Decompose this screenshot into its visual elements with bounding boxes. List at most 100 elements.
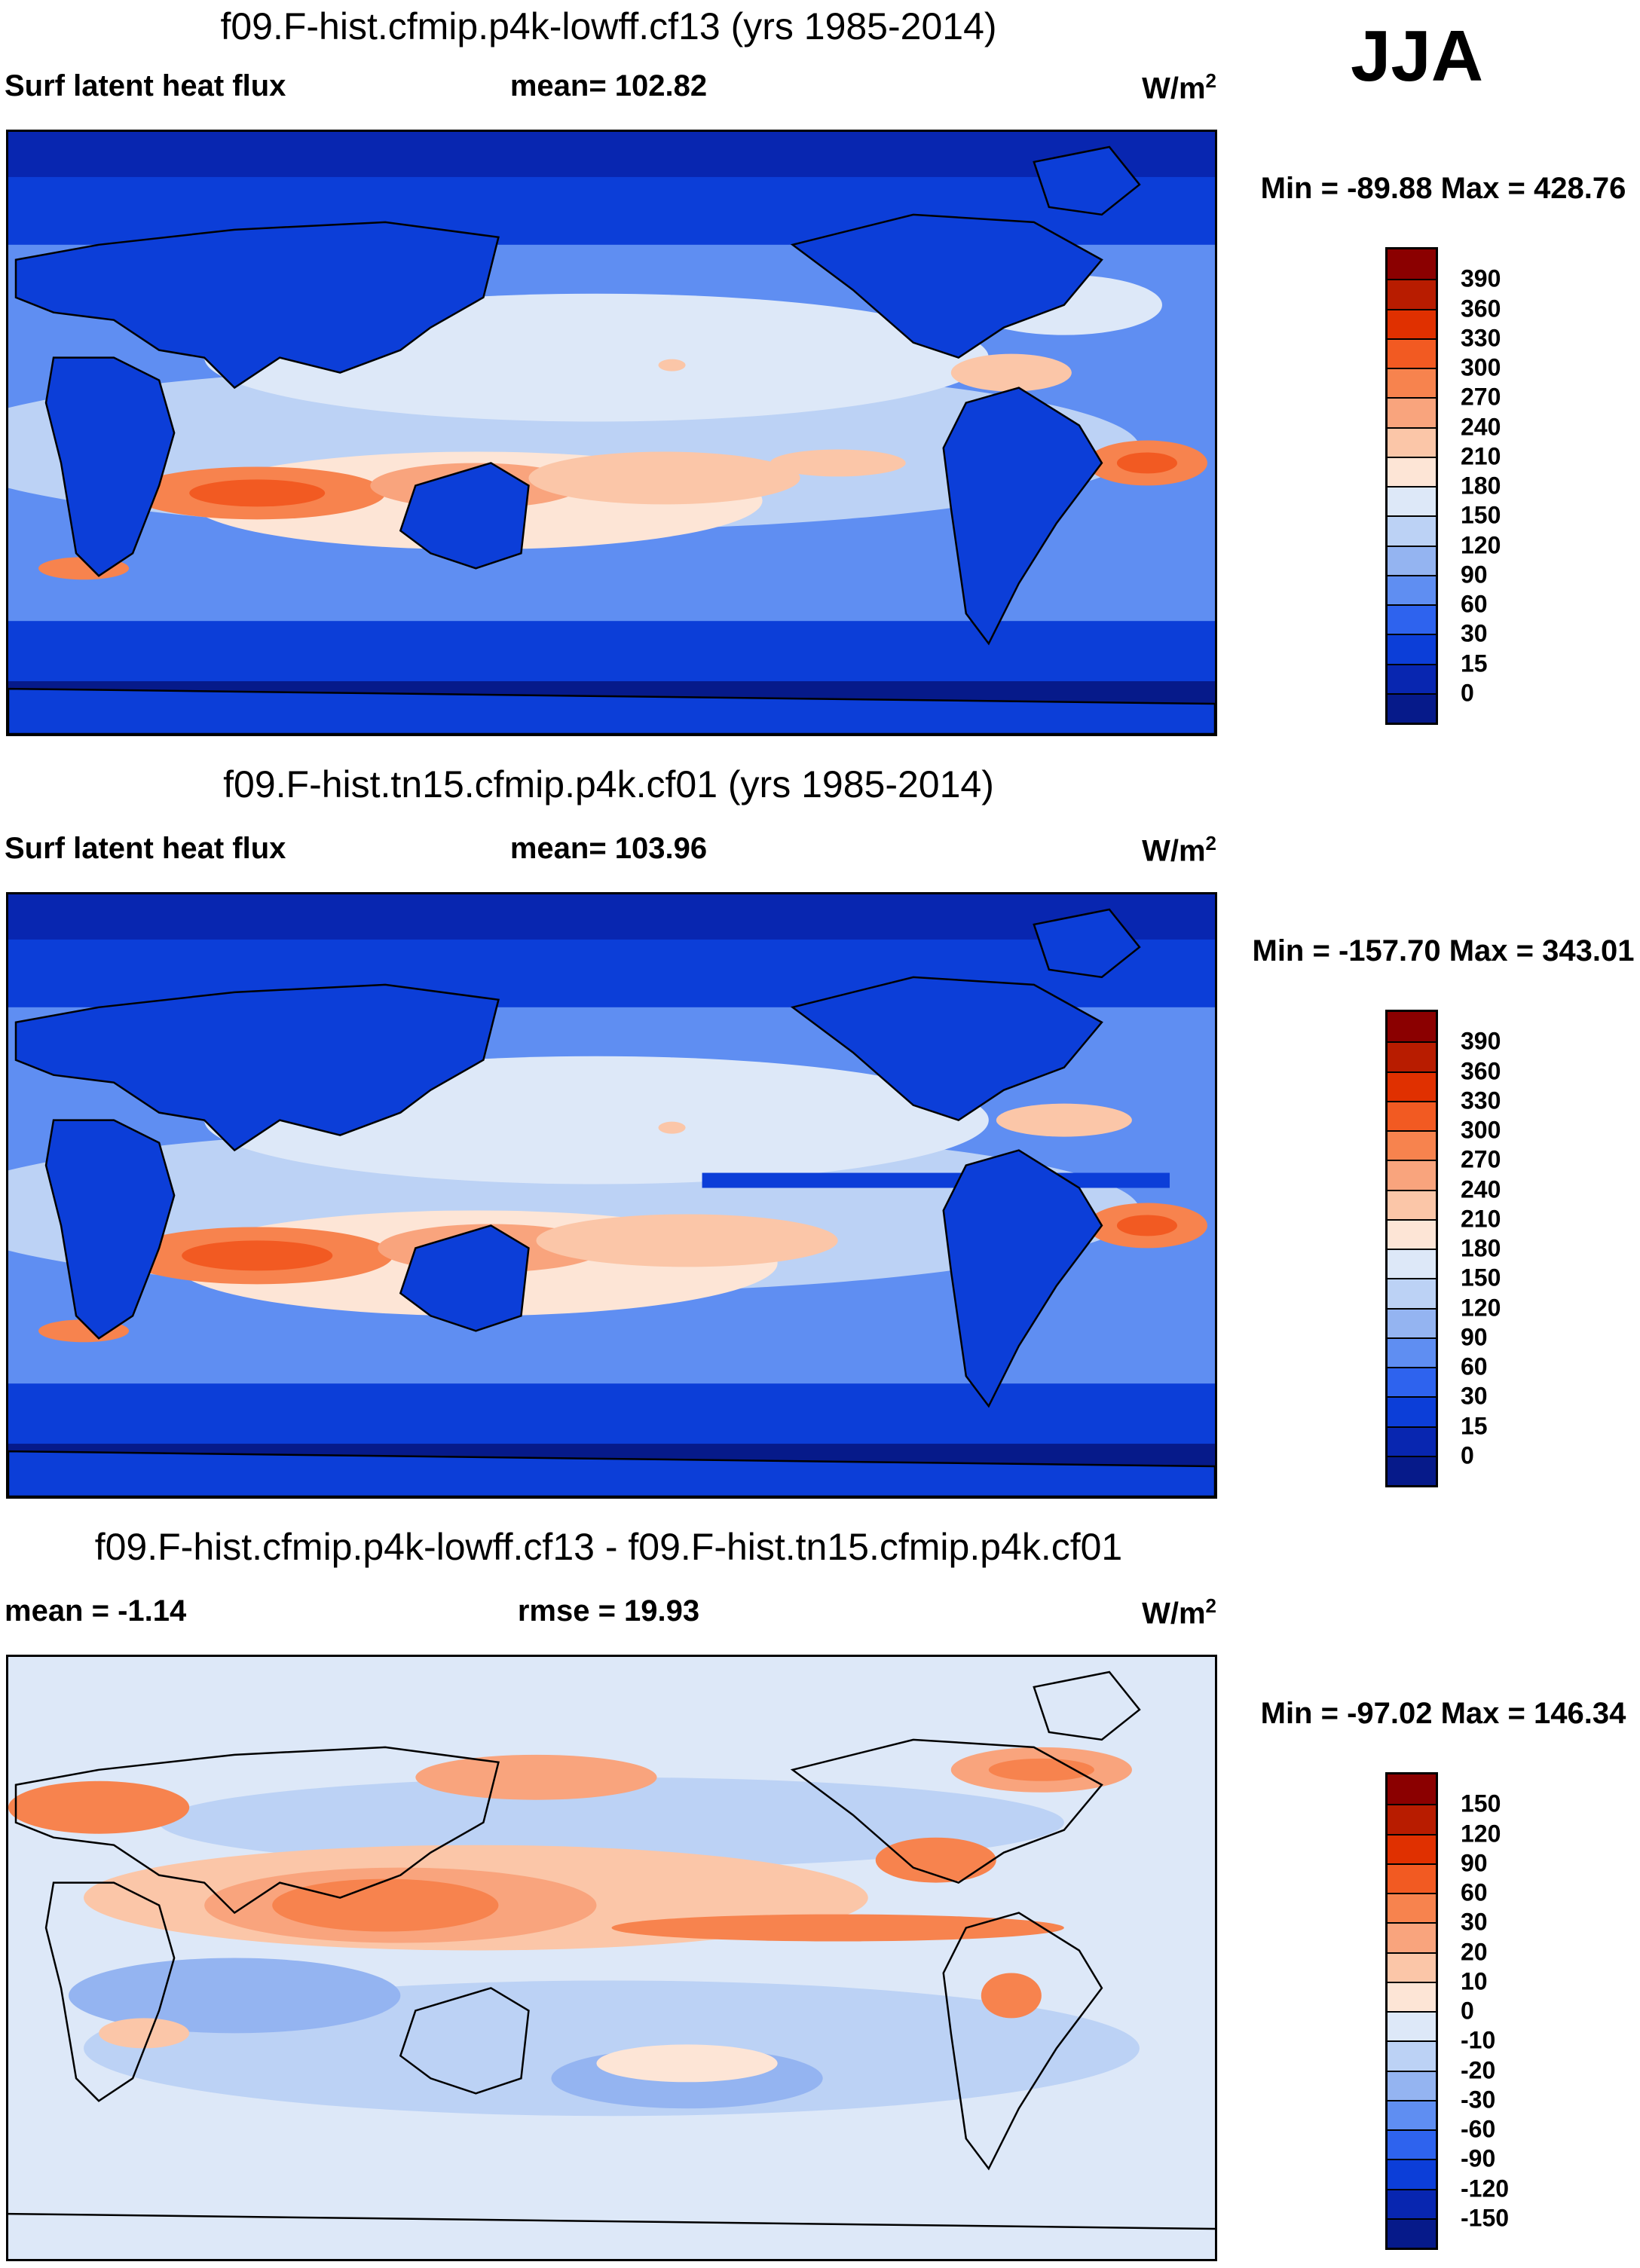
panel-1-unit-label: W/m2 [1142, 69, 1216, 105]
colorbar-swatch [1388, 1012, 1436, 1042]
colorbar-tick-label: -90 [1461, 2144, 1496, 2172]
panel-3-map [6, 1655, 1217, 2261]
panel-1-variable-label: Surf latent heat flux [5, 69, 286, 102]
colorbar-swatch [1388, 692, 1436, 723]
colorbar-tick-label: 120 [1461, 1820, 1501, 1847]
colorbar-swatch [1388, 2188, 1436, 2218]
colorbar-tick-label: 60 [1461, 1878, 1488, 1906]
colorbar-swatch [1388, 279, 1436, 309]
colorbar-swatch [1388, 2070, 1436, 2100]
colorbar-swatch [1388, 308, 1436, 338]
colorbar-tick-label: -150 [1461, 2204, 1510, 2232]
colorbar-tick-label: 390 [1461, 1027, 1501, 1055]
colorbar-swatch [1388, 1041, 1436, 1071]
panel-1-colorbar [1385, 247, 1438, 725]
colorbar-swatch [1388, 1952, 1436, 1982]
colorbar-tick-label: 330 [1461, 1087, 1501, 1114]
colorbar-swatch [1388, 1071, 1436, 1101]
colorbar-swatch [1388, 663, 1436, 693]
panel-2-mean-label: mean= 103.96 [509, 832, 708, 865]
colorbar-tick-label: 120 [1461, 1294, 1501, 1321]
colorbar-tick-label: -60 [1461, 2115, 1496, 2143]
colorbar-swatch [1388, 2159, 1436, 2189]
colorbar-swatch [1388, 2011, 1436, 2041]
season-label: JJA [1350, 16, 1484, 96]
colorbar-tick-label: 90 [1461, 561, 1488, 588]
colorbar-tick-label: 180 [1461, 472, 1501, 500]
colorbar-tick-label: 120 [1461, 531, 1501, 558]
colorbar-swatch [1388, 1922, 1436, 1952]
panel-1-title: f09.F-hist.cfmip.p4k-lowff.cf13 (yrs 198… [220, 5, 997, 47]
colorbar-swatch [1388, 456, 1436, 486]
colorbar-swatch [1388, 1863, 1436, 1893]
colorbar-swatch [1388, 397, 1436, 427]
colorbar-swatch [1388, 1396, 1436, 1426]
colorbar-swatch [1388, 249, 1436, 280]
colorbar-swatch [1388, 1833, 1436, 1863]
colorbar-tick-label: 300 [1461, 1116, 1501, 1144]
panel-2-minmax: Min = -157.70 Max = 343.01 [1252, 934, 1635, 967]
colorbar-swatch [1388, 2099, 1436, 2129]
colorbar-tick-label: 90 [1461, 1849, 1488, 1877]
colorbar-swatch [1388, 1367, 1436, 1397]
colorbar-tick-label: -20 [1461, 2056, 1496, 2083]
panel-3-title: f09.F-hist.cfmip.p4k-lowff.cf13 - f09.F-… [94, 1526, 1123, 1568]
colorbar-tick-label: 10 [1461, 1967, 1488, 1995]
colorbar-swatch [1388, 1893, 1436, 1923]
colorbar-tick-label: 60 [1461, 1353, 1488, 1380]
colorbar-swatch [1388, 515, 1436, 546]
panel-3-rmse-label: rmse = 19.93 [517, 1594, 700, 1628]
colorbar-swatch [1388, 1160, 1436, 1190]
colorbar-tick-label: 60 [1461, 590, 1488, 618]
colorbar-tick-label: -10 [1461, 2026, 1496, 2054]
colorbar-swatch [1388, 1100, 1436, 1130]
colorbar-swatch [1388, 1130, 1436, 1160]
colorbar-tick-label: 150 [1461, 1790, 1501, 1817]
panel-2-title: f09.F-hist.tn15.cfmip.p4k.cf01 (yrs 1985… [223, 763, 994, 805]
panel-3-minmax: Min = -97.02 Max = 146.34 [1260, 1697, 1626, 1730]
colorbar-tick-label: 30 [1461, 619, 1488, 647]
colorbar-tick-label: 150 [1461, 501, 1501, 529]
colorbar-tick-label: 0 [1461, 1441, 1474, 1469]
colorbar-swatch [1388, 1307, 1436, 1337]
colorbar-tick-label: 0 [1461, 1997, 1474, 2025]
colorbar-swatch [1388, 1774, 1436, 1805]
panel-2-variable-label: Surf latent heat flux [5, 832, 286, 865]
colorbar-swatch [1388, 338, 1436, 368]
panel-3-colorbar [1385, 1772, 1438, 2250]
colorbar-swatch [1388, 634, 1436, 664]
colorbar-tick-label: 30 [1461, 1382, 1488, 1410]
colorbar-swatch [1388, 2218, 1436, 2248]
colorbar-swatch [1388, 604, 1436, 634]
colorbar-swatch [1388, 368, 1436, 398]
colorbar-tick-label: 360 [1461, 1057, 1501, 1084]
colorbar-tick-label: 330 [1461, 324, 1501, 352]
colorbar-tick-label: 270 [1461, 1145, 1501, 1173]
colorbar-tick-label: 20 [1461, 1938, 1488, 1965]
colorbar-tick-label: -30 [1461, 2086, 1496, 2114]
colorbar-swatch [1388, 2129, 1436, 2159]
colorbar-swatch [1388, 1981, 1436, 2011]
colorbar-swatch [1388, 1249, 1436, 1279]
panel-2-map [6, 892, 1217, 1499]
panel-3-mean-label: mean = -1.14 [5, 1594, 187, 1628]
colorbar-tick-label: 390 [1461, 264, 1501, 292]
colorbar-tick-label: 0 [1461, 679, 1474, 707]
colorbar-swatch [1388, 426, 1436, 457]
colorbar-swatch [1388, 1278, 1436, 1308]
colorbar-tick-label: 270 [1461, 383, 1501, 411]
colorbar-tick-label: 90 [1461, 1323, 1488, 1351]
colorbar-swatch [1388, 1426, 1436, 1456]
colorbar-swatch [1388, 1337, 1436, 1367]
panel-3-unit-label: W/m2 [1142, 1594, 1216, 1631]
colorbar-tick-label: 150 [1461, 1264, 1501, 1291]
colorbar-tick-label: -120 [1461, 2175, 1510, 2202]
panel-1-mean-label: mean= 102.82 [509, 69, 708, 102]
panel-1-map [6, 130, 1217, 736]
colorbar-tick-label: 15 [1461, 1412, 1488, 1439]
colorbar-swatch [1388, 574, 1436, 604]
panel-2-unit-label: W/m2 [1142, 832, 1216, 868]
colorbar-tick-label: 300 [1461, 353, 1501, 381]
colorbar-tick-label: 360 [1461, 295, 1501, 322]
colorbar-swatch [1388, 2040, 1436, 2071]
